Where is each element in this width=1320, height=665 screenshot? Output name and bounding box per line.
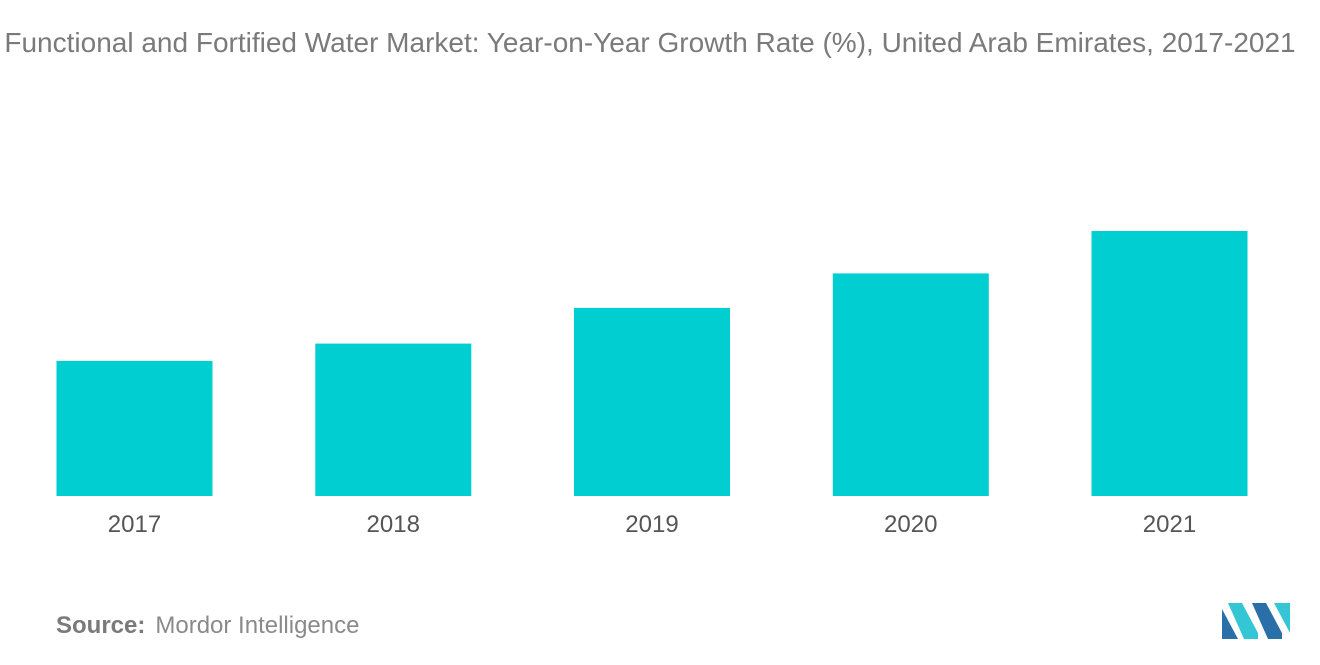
chart-title: Functional and Fortified Water Market: Y…: [4, 27, 1296, 58]
bar-2019: [574, 307, 730, 496]
x-tick-label-2020: 2020: [884, 511, 937, 538]
bar-2017: [56, 360, 213, 496]
x-tick-label-2018: 2018: [367, 511, 420, 538]
source-value: Mordor Intelligence: [155, 612, 360, 639]
mordor-intelligence-logo-icon: [1222, 603, 1290, 639]
x-tick-label-2017: 2017: [108, 511, 161, 538]
bar-2018: [315, 343, 472, 496]
x-tick-label-2021: 2021: [1143, 511, 1196, 538]
bar-2021: [1091, 231, 1248, 496]
bar-2020: [832, 273, 989, 496]
bar-chart: 2017 2018 2019 2020 2021: [56, 231, 1248, 538]
source-note: Source: Mordor Intelligence: [56, 612, 359, 640]
source-label: Source:: [56, 612, 146, 639]
x-tick-label-2019: 2019: [625, 511, 678, 538]
